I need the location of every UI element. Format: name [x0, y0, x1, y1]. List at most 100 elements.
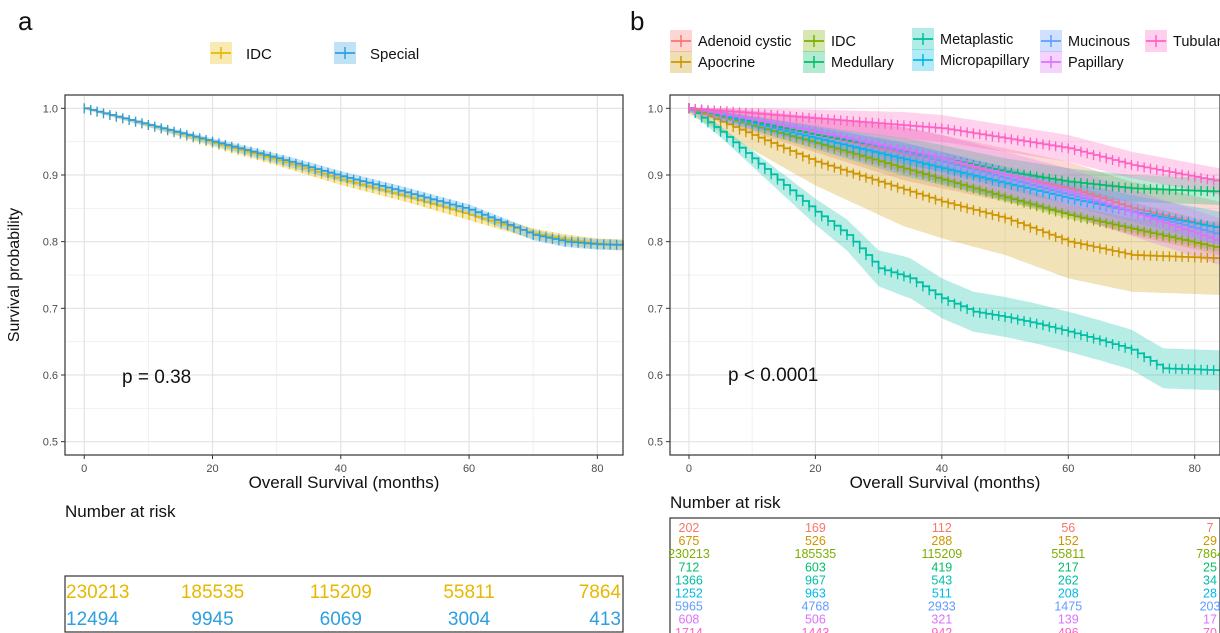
risk-value: 967 — [805, 573, 826, 587]
risk-table: Number at risk 202 169 112 56 7 675 526 288 152 29… — [668, 493, 1220, 633]
risk-value: 217 — [1058, 560, 1079, 574]
y-tick-label: 1.0 — [648, 103, 663, 115]
risk-value: 34 — [1203, 573, 1217, 587]
y-tick-label: 0.5 — [648, 437, 663, 449]
y-axis-title: Survival probability — [6, 208, 23, 342]
panel-label: a — [18, 6, 33, 36]
legend-label: Micropapillary — [940, 53, 1030, 69]
risk-value: 608 — [679, 613, 700, 627]
y-tick-label: 0.5 — [43, 437, 58, 449]
y-tick-label: 0.8 — [43, 237, 58, 249]
legend-key-metaplastic — [912, 28, 934, 50]
legend-label: Mucinous — [1068, 34, 1130, 50]
legend: IDC Special — [210, 42, 419, 64]
risk-value: 28 — [1203, 587, 1217, 601]
legend-key-apocrine — [670, 51, 692, 73]
risk-value: 1443 — [801, 626, 829, 633]
legend-label: Tubular — [1173, 34, 1220, 50]
risk-value: 288 — [931, 534, 952, 548]
risk-value: 511 — [932, 587, 952, 601]
grid — [65, 95, 623, 455]
risk-value: 7 — [1207, 521, 1214, 535]
risk-value: 603 — [805, 560, 826, 574]
risk-value: 1366 — [675, 573, 703, 587]
legend-key-idc — [210, 42, 232, 64]
x-tick-label: 20 — [809, 463, 821, 475]
risk-table-title: Number at risk — [65, 502, 176, 521]
risk-value: 506 — [805, 613, 826, 627]
legend-key-tubular — [1145, 30, 1167, 52]
risk-value: 675 — [679, 534, 700, 548]
risk-value: 55811 — [443, 582, 494, 603]
series-papillary — [688, 103, 1220, 247]
risk-value: 6069 — [320, 609, 362, 630]
legend-label: Papillary — [1068, 55, 1124, 71]
risk-value: 230213 — [66, 582, 129, 603]
legend-label: IDC — [246, 46, 272, 63]
risk-value: 25 — [1203, 560, 1217, 574]
risk-table-title: Number at risk — [670, 493, 781, 512]
legend-key-idc — [803, 30, 825, 52]
risk-value: 208 — [1058, 587, 1079, 601]
series-metaplastic — [688, 103, 1220, 376]
risk-table: Number at risk 230213 185535 115209 55811 786… — [64, 502, 624, 633]
plot-frame — [669, 94, 1220, 456]
risk-value: 9945 — [191, 609, 233, 630]
ci-band-metaplastic — [689, 108, 1220, 391]
legend-key-adenoid-cystic — [670, 30, 692, 52]
risk-value: 169 — [805, 521, 826, 535]
x-tick-label: 40 — [936, 463, 948, 475]
risk-value: 963 — [805, 587, 826, 601]
p-value-annotation: p < 0.0001 — [728, 365, 818, 386]
legend: Adenoid cystic Apocrine IDC Medullary Metapl… — [670, 28, 1220, 73]
legend-key-papillary — [1040, 51, 1062, 73]
risk-value: 185535 — [795, 547, 837, 561]
risk-value: 2933 — [928, 600, 956, 614]
risk-value: 17 — [1203, 613, 1217, 627]
panel-a: a 0 20 40 60 80 0.5 0.6 0.7 0.8 0.9 1.0 Overall Surv… — [6, 6, 624, 633]
y-tick-label: 0.7 — [648, 303, 663, 315]
y-tick-label: 0.9 — [43, 170, 58, 182]
risk-value: 3004 — [448, 609, 491, 630]
series-special — [83, 103, 624, 250]
risk-value: 1252 — [675, 587, 703, 601]
risk-value: 230213 — [668, 547, 710, 561]
risk-value: 112 — [932, 521, 952, 535]
legend-label: Adenoid cystic — [698, 34, 792, 50]
x-axis-title: Overall Survival (months) — [850, 473, 1041, 492]
x-tick-label: 40 — [335, 463, 347, 475]
risk-value: 413 — [589, 609, 621, 630]
x-axis-title: Overall Survival (months) — [249, 473, 440, 492]
legend-key-special — [334, 42, 356, 64]
risk-table-frame — [669, 517, 1220, 633]
y-tick-label: 0.6 — [43, 370, 58, 382]
risk-value: 55811 — [1051, 547, 1085, 561]
legend-label: Special — [370, 46, 419, 63]
grid — [670, 95, 1220, 455]
risk-table-frame — [64, 575, 624, 633]
risk-value: 29 — [1203, 534, 1217, 548]
risk-value: 4768 — [801, 600, 829, 614]
plot-frame — [64, 94, 624, 456]
y-tick-label: 0.7 — [43, 303, 58, 315]
risk-value: 712 — [679, 560, 700, 574]
risk-value: 5965 — [675, 600, 703, 614]
risk-value: 202 — [679, 521, 700, 535]
risk-value: 419 — [931, 560, 952, 574]
legend-key-micropapillary — [912, 49, 934, 71]
risk-value: 152 — [1058, 534, 1079, 548]
risk-value: 185535 — [181, 582, 244, 603]
risk-value: 12494 — [66, 609, 119, 630]
x-tick-label: 20 — [206, 463, 218, 475]
y-tick-label: 0.6 — [648, 370, 663, 382]
x-tick-label: 0 — [686, 463, 692, 475]
risk-value: 115209 — [310, 582, 372, 603]
legend-label: Apocrine — [698, 55, 755, 71]
risk-value: 56 — [1061, 521, 1075, 535]
risk-value: 942 — [931, 626, 952, 633]
risk-value: 543 — [931, 573, 952, 587]
risk-value: 115209 — [921, 547, 962, 561]
legend-label: IDC — [831, 34, 856, 50]
x-tick-label: 80 — [1189, 463, 1201, 475]
